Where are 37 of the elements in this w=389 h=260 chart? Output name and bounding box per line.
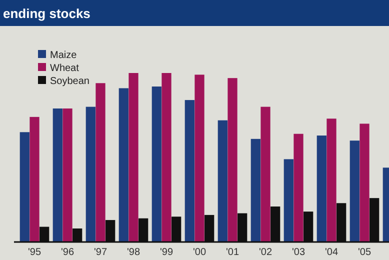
x-tick-label: '00 [192, 247, 206, 258]
bar [194, 74, 204, 242]
bar [326, 118, 336, 242]
x-tick-label: '97 [94, 247, 108, 258]
bar [20, 132, 30, 242]
bar [250, 138, 260, 242]
bar [128, 73, 138, 242]
bar [228, 78, 238, 242]
bar [52, 108, 62, 242]
bar [184, 100, 194, 242]
chart-title: ending stocks [3, 6, 90, 21]
bar [62, 108, 72, 242]
bar [350, 140, 360, 242]
x-tick-label: '98 [126, 247, 140, 258]
bar [86, 106, 96, 242]
bar [316, 136, 326, 242]
bar [360, 124, 370, 242]
bar [30, 116, 40, 242]
bar [162, 73, 172, 242]
x-tick-label: '03 [292, 247, 306, 258]
bar [152, 86, 162, 242]
bar [96, 83, 106, 242]
bar [260, 106, 270, 242]
x-tick-label: '02 [258, 247, 272, 258]
x-tick-label: '99 [160, 247, 174, 258]
bar [294, 134, 304, 242]
x-tick-label: '05 [358, 247, 372, 258]
x-tick-label: '95 [28, 247, 42, 258]
x-tick-label: '01 [226, 247, 240, 258]
x-tick-label: '96 [60, 247, 74, 258]
bar [284, 159, 294, 242]
legend-label: Soybean [50, 76, 90, 87]
legend-label: Maize [50, 50, 78, 61]
bar [118, 88, 128, 242]
bar [218, 120, 228, 242]
legend-label: Wheat [50, 63, 80, 74]
x-tick-label: '04 [324, 247, 338, 258]
